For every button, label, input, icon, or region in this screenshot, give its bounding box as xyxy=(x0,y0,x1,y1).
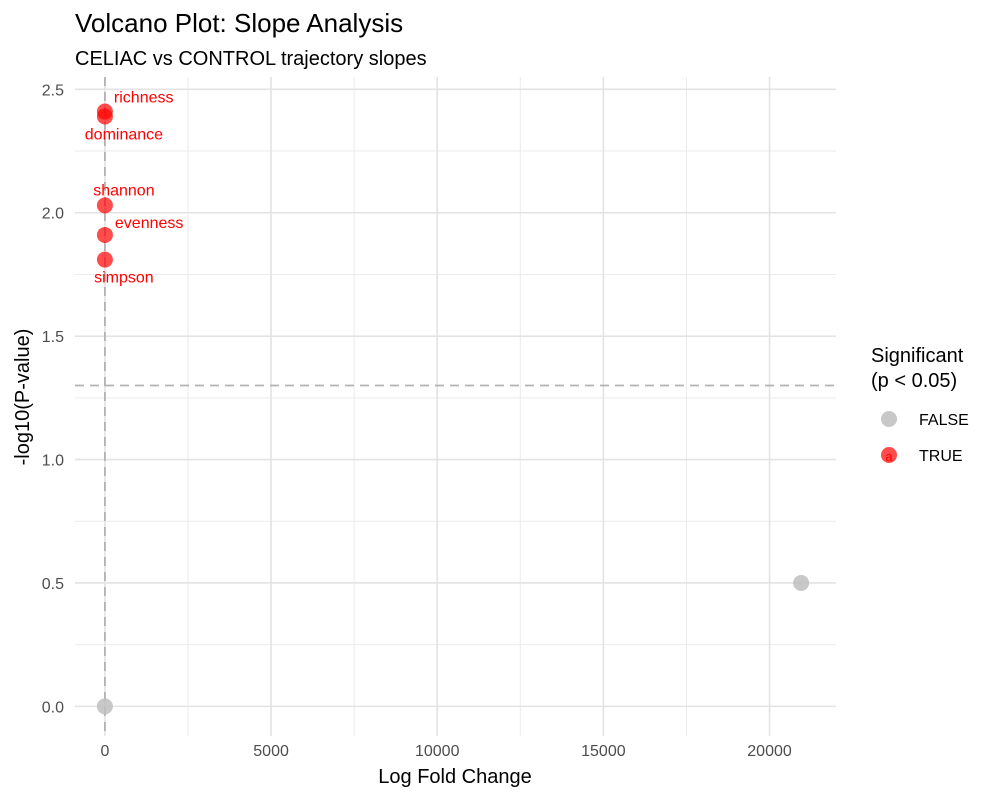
x-axis-ticks: 0 5000 10000 15000 20000 xyxy=(100,743,791,760)
x-tick-label: 5000 xyxy=(253,743,289,760)
legend-title-line2: (p < 0.05) xyxy=(871,370,957,392)
nonsignificant-point xyxy=(96,698,113,715)
legend-key-true xyxy=(881,447,897,463)
y-tick-label: 1.5 xyxy=(42,329,64,346)
x-tick-label: 15000 xyxy=(581,743,626,760)
nonsignificant-point xyxy=(793,574,810,591)
x-tick-label: 0 xyxy=(100,743,109,760)
reference-lines xyxy=(75,77,836,736)
point-label-richness: richness xyxy=(114,90,174,107)
chart-title: Volcano Plot: Slope Analysis xyxy=(75,8,403,38)
x-axis-title: Log Fold Change xyxy=(378,766,531,788)
point-labels: richness dominance shannon evenness simpson xyxy=(85,90,184,287)
point-label-dominance: dominance xyxy=(85,126,163,143)
legend-label-true: TRUE xyxy=(919,448,963,465)
legend: Significant (p < 0.05) FALSE a TRUE xyxy=(871,345,969,465)
y-axis-title: -log10(P-value) xyxy=(12,329,34,466)
point-label-evenness: evenness xyxy=(115,215,184,232)
significant-point xyxy=(96,108,113,125)
legend-key-false xyxy=(881,411,897,427)
x-tick-label: 20000 xyxy=(747,743,792,760)
data-points xyxy=(96,103,810,715)
legend-key-true-text-glyph: a xyxy=(885,449,893,464)
legend-label-false: FALSE xyxy=(919,412,969,429)
y-tick-label: 1.0 xyxy=(42,453,64,470)
y-tick-label: 2.5 xyxy=(42,82,64,99)
major-grid xyxy=(75,77,836,736)
y-axis-ticks: 0.0 0.5 1.0 1.5 2.0 2.5 xyxy=(42,82,64,716)
y-tick-label: 2.0 xyxy=(42,206,64,223)
point-label-simpson: simpson xyxy=(94,270,154,287)
chart-subtitle: CELIAC vs CONTROL trajectory slopes xyxy=(75,48,427,70)
point-label-shannon: shannon xyxy=(93,182,154,199)
plot-area: richness dominance shannon evenness simpson xyxy=(75,77,836,736)
significant-point xyxy=(96,251,113,268)
significant-point xyxy=(96,226,113,243)
minor-grid xyxy=(75,77,836,736)
y-tick-label: 0.5 xyxy=(42,576,64,593)
significant-point xyxy=(96,197,113,214)
x-tick-label: 10000 xyxy=(415,743,460,760)
legend-title-line1: Significant xyxy=(871,345,964,367)
y-tick-label: 0.0 xyxy=(42,699,64,716)
